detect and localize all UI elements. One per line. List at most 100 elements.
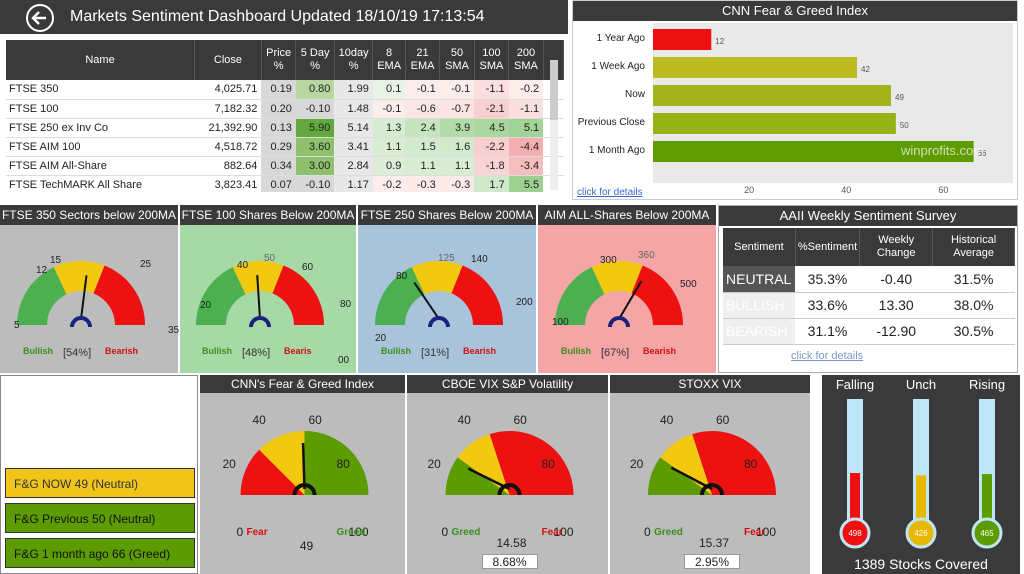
bullish-label: Bullish [381,346,412,356]
table-row[interactable]: FTSE 100 7,182.32 0.20 -0.10 1.48 -0.1 -0.6 -0.… [6,99,564,119]
column-header[interactable]: Price % [261,40,297,80]
column-header[interactable]: 5 Day % [295,40,335,80]
gauge-tick-label: 40 [237,260,249,271]
big-gauge-value: 15.37 [698,536,730,550]
thermometer-value: 426 [914,529,928,538]
column-header[interactable]: 100 SMA [474,40,510,80]
aaii-sentiment-panel: AAII Weekly Sentiment Survey Sentiment %S… [718,205,1018,373]
fear-greed-summary-boxes: F&G NOW 49 (Neutral) F&G Previous 50 (Neu… [0,375,198,574]
row-value: -0.1 [372,99,406,119]
sentiment-value: 31.5% [932,266,1015,293]
column-header[interactable]: Name [6,40,196,80]
row-value: -0.3 [405,175,440,192]
row-value: -0.2 [372,175,406,192]
big-gauge-segment [660,434,712,495]
bar [653,57,857,78]
x-tick-label: 40 [841,185,852,195]
aaii-column-header[interactable]: %Sentiment [795,228,861,266]
bar [653,85,891,106]
gauge-tick-label: 300 [600,255,617,266]
big-gauge-panel: CBOE VIX S&P Volatility 0 20 40 60 80 100 Greed… [407,375,608,574]
big-gauge-dial [443,431,576,535]
gauge-panel: FTSE 350 Sectors below 200MA 5 12 15 25 35 Bul… [0,205,180,373]
column-header[interactable]: Close [194,40,262,80]
row-value: 3.9 [439,118,475,138]
big-gauge-tick: 20 [222,457,236,471]
column-header[interactable]: 21 EMA [405,40,441,80]
gauge-tick-label: 80 [340,299,352,310]
stocks-covered-label: 1389 Stocks Covered [854,556,988,572]
row-value: 1.1 [405,156,440,176]
big-gauge-hub [497,483,522,496]
title-bar: Markets Sentiment Dashboard Updated 18/1… [0,0,568,34]
thermometer-fill [850,473,860,527]
table-header-row: Name Close Price % 5 Day % 10day % 8 EMA 21 EM… [6,40,564,80]
row-name: FTSE TechMARK All Share [6,175,195,192]
gauge-tick-label: 35 [168,325,180,336]
market-table[interactable]: Name Close Price % 5 Day % 10day % 8 EMA 21 EM… [6,40,564,192]
aaii-column-header[interactable]: Weekly Change [859,228,934,266]
back-arrow-icon[interactable] [26,4,54,32]
aaii-column-header[interactable]: Sentiment [723,228,796,266]
big-gauge-segment [304,431,369,495]
category-label: 1 Month Ago [588,145,645,156]
gauge-percent: [67%] [601,347,630,359]
row-value: -0.2 [508,80,544,100]
table-row[interactable]: FTSE AIM All-Share 882.64 0.34 3.00 2.84 0.9 1… [6,156,564,176]
gauge-segment-neutral [53,261,105,295]
table-row[interactable]: FTSE TechMARK All Share 3,823.41 0.07 -0.10… [6,175,564,192]
row-value: -2.1 [474,99,509,119]
gauge-dial [15,261,147,365]
gauge-segment-bearish [631,265,683,325]
sentiment-value: 35.3% [795,266,860,293]
big-gauge-panel: STOXX VIX 0 20 40 60 80 100 Greed Fear 15.37 2.95% [610,375,810,574]
category-label: 1 Week Ago [591,61,645,72]
big-gauge-tick: 60 [716,413,730,427]
gauge-hub [70,316,92,328]
bullish-label: Bullish [561,346,592,356]
row-value: 0.9 [372,156,406,176]
big-gauge-tick: 0 [644,525,651,539]
column-header[interactable]: 50 SMA [439,40,475,80]
gauge-needle [80,275,88,320]
column-header[interactable]: 10day % [334,40,374,80]
row-value: 4.5 [474,118,509,138]
bullish-label: Bullish [202,346,233,356]
gauge-needle [256,275,261,320]
aaii-column-header[interactable]: Historical Average [932,228,1015,266]
column-header[interactable]: 200 SMA [508,40,544,80]
row-value: 0.13 [261,118,296,138]
table-row[interactable]: FTSE 350 4,025.71 0.19 0.80 1.99 0.1 -0.1 -0.1-… [6,80,564,100]
gauge-tick-label: 5 [14,320,20,331]
table-scrollbar[interactable] [550,60,558,190]
gauge-panel: FTSE 250 Shares Below 200MA 20 80 125 140 200… [358,205,536,373]
row-value: 1.1 [372,137,406,157]
fear-greed-chart-title: CNN Fear & Greed Index [573,1,1017,21]
row-value: 0.80 [295,80,335,100]
aaii-details-link[interactable]: click for details [791,350,864,362]
aaii-title: AAII Weekly Sentiment Survey [719,206,1017,226]
table-row[interactable]: FTSE AIM 100 4,518.72 0.29 3.60 3.41 1.1 1.5 1.… [6,137,564,157]
big-gauge-tick: 40 [660,413,674,427]
bar-value-label: 12 [715,37,724,46]
fear-greed-details-link[interactable]: click for details [577,187,643,198]
thermometer-fill [916,475,926,527]
row-name: FTSE 350 [6,80,195,100]
gauge-segment-bearish [93,265,145,325]
gauge-needle [618,280,643,320]
table-row[interactable]: FTSE 250 ex Inv Co 21,392.90 0.13 5.90 5.14 1… [6,118,564,138]
big-gauge-tick: 80 [541,457,555,471]
gauge-dial [553,261,685,365]
row-value: 3,823.41 [194,175,262,192]
gauge-base [553,325,685,365]
gauge-title: AIM ALL-Shares Below 200MA [538,205,716,225]
table-body: FTSE 350 4,025.71 0.19 0.80 1.99 0.1 -0.1 -0.1-… [6,80,564,192]
gauge-hub [428,316,450,328]
fear-greed-box: F&G NOW 49 (Neutral) [5,468,195,498]
column-header[interactable]: 8 EMA [372,40,406,80]
big-gauge-segment [489,431,574,495]
bearish-label: Bearish [105,346,139,356]
x-tick-label: 60 [938,185,949,195]
row-value: 1.17 [334,175,373,192]
